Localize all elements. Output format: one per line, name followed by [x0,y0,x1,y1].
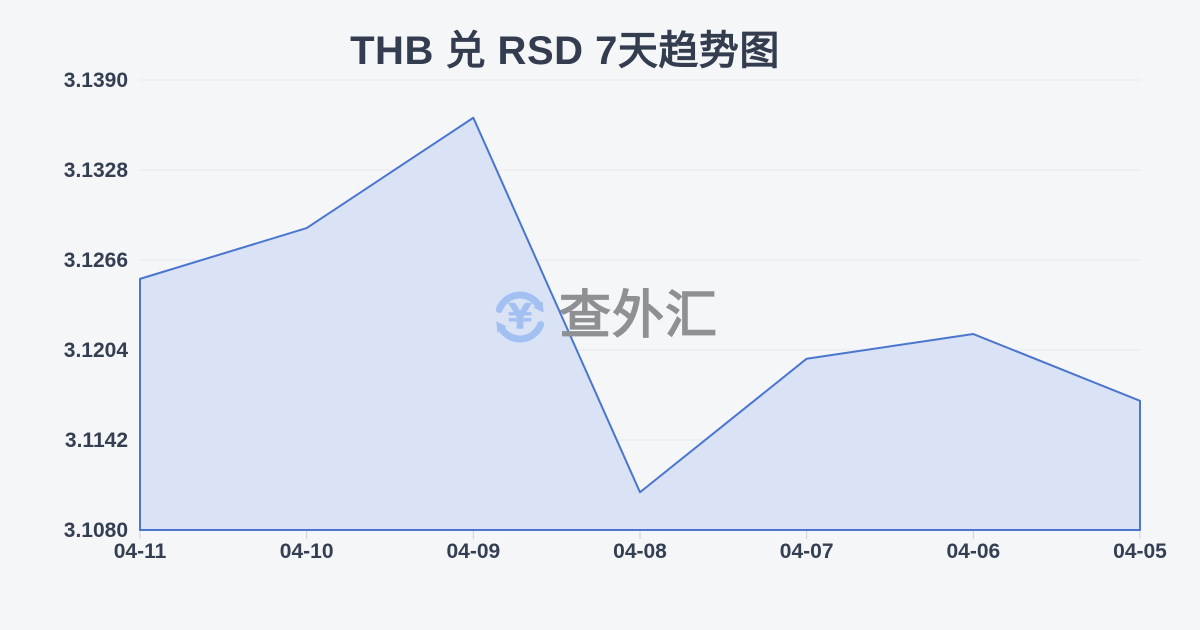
watermark-text: 查外汇 [559,287,719,346]
currency-exchange-icon: ¥ [495,291,545,343]
x-axis-label: 04-08 [613,540,667,563]
chart-title: THB 兑 RSD 7天趋势图 [350,29,780,73]
trend-area-series [139,116,1141,531]
x-axis-label: 04-05 [1113,540,1167,563]
y-axis-label: 3.1204 [64,339,129,362]
watermark: ¥ 查外汇 [487,284,718,350]
x-axis-label: 04-10 [280,540,334,563]
y-axis-label: 3.1328 [64,159,129,182]
svg-text:¥: ¥ [507,297,532,338]
y-axis-label: 3.1266 [64,249,128,272]
x-axis-label: 04-11 [114,540,167,563]
y-axis-label: 3.1080 [64,519,128,542]
x-axis-label: 04-07 [780,540,834,563]
x-axis-label: 04-09 [446,540,500,563]
y-axis-label: 3.1390 [64,69,128,92]
y-axis-label: 3.1142 [65,429,128,452]
x-axis-label: 04-06 [946,540,1000,563]
